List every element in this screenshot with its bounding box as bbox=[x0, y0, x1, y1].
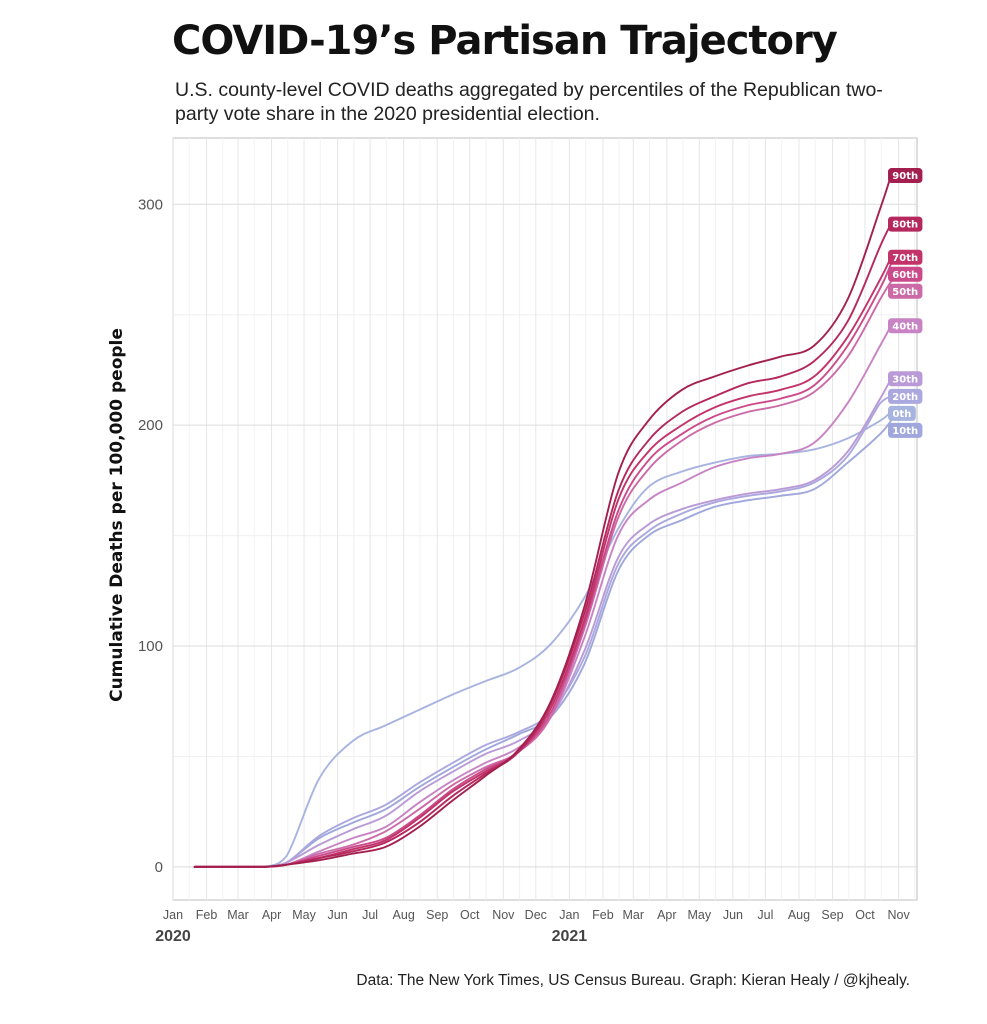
x-tick-label: Mar bbox=[622, 908, 644, 922]
x-tick-label: Nov bbox=[887, 908, 910, 922]
series-label-40th: 40th bbox=[888, 318, 923, 334]
x-year-label: 2021 bbox=[552, 928, 588, 945]
x-tick-label: May bbox=[688, 908, 712, 922]
series-label-box bbox=[888, 422, 923, 438]
series-label-text: 0th bbox=[892, 409, 911, 420]
series-label-box bbox=[888, 168, 923, 184]
series-label-50th: 50th bbox=[888, 283, 923, 299]
series-label-70th: 70th bbox=[888, 249, 923, 265]
series-lines bbox=[193, 174, 892, 868]
x-tick-label: Sep bbox=[821, 908, 843, 922]
x-tick-label: Sep bbox=[426, 908, 448, 922]
x-tick-label: May bbox=[292, 908, 316, 922]
series-label-30th: 30th bbox=[888, 371, 923, 387]
line-chart: 0 100 200 300 Jan Feb Mar Apr May Jun Jul Aug Sep Oc… bbox=[107, 137, 923, 945]
series-label-box bbox=[888, 216, 923, 232]
x-tick-label: Nov bbox=[492, 908, 515, 922]
x-tick-label: Apr bbox=[262, 908, 281, 922]
x-tick-label: Feb bbox=[196, 908, 218, 922]
series-label-box bbox=[888, 266, 923, 282]
x-tick-label: Feb bbox=[592, 908, 614, 922]
series-label-text: 70th bbox=[892, 253, 918, 264]
series-label-80th: 80th bbox=[888, 216, 923, 232]
chart-title: COVID-19’s Partisan Trajectory bbox=[172, 18, 838, 64]
plot-panel bbox=[172, 137, 918, 901]
y-tick-label: 100 bbox=[138, 638, 163, 655]
x-tick-label: Jan bbox=[559, 908, 579, 922]
x-year-label: 2020 bbox=[155, 928, 191, 945]
series-label-text: 80th bbox=[892, 220, 918, 231]
series-label-text: 10th bbox=[892, 426, 918, 437]
series-line-50th bbox=[193, 280, 892, 868]
x-tick-label: Jul bbox=[362, 908, 378, 922]
x-tick-label: Jul bbox=[757, 908, 773, 922]
series-labels: 90th 80th 70th 60th 50th 40th 30th 20th 0th 10th bbox=[888, 168, 923, 438]
series-label-box bbox=[888, 283, 923, 299]
series-line-90th bbox=[193, 174, 892, 868]
series-label-text: 40th bbox=[892, 321, 918, 332]
x-tick-label: Jun bbox=[723, 908, 743, 922]
major-gridlines bbox=[172, 138, 917, 900]
x-tick-label: Apr bbox=[657, 908, 676, 922]
series-label-60th: 60th bbox=[888, 266, 923, 282]
series-label-box bbox=[888, 405, 916, 421]
x-axis: Jan Feb Mar Apr May Jun Jul Aug Sep Oct Nov Dec Jan F… bbox=[155, 908, 910, 945]
series-label-text: 20th bbox=[892, 392, 918, 403]
series-line-80th bbox=[193, 223, 892, 868]
x-tick-label: Oct bbox=[855, 908, 875, 922]
minor-gridlines bbox=[173, 138, 917, 900]
y-tick-label: 200 bbox=[138, 417, 163, 434]
series-label-box bbox=[888, 371, 923, 387]
series-label-text: 30th bbox=[892, 374, 918, 385]
series-label-10th: 10th bbox=[888, 422, 923, 438]
y-tick-label: 300 bbox=[138, 196, 163, 213]
series-line-60th bbox=[193, 262, 892, 868]
series-label-0th: 0th bbox=[888, 405, 916, 421]
series-label-text: 90th bbox=[892, 171, 918, 182]
y-tick-label: 0 bbox=[155, 859, 163, 876]
chart-caption: Data: The New York Times, US Census Bure… bbox=[356, 972, 910, 989]
series-label-text: 60th bbox=[892, 270, 918, 281]
series-label-90th: 90th bbox=[888, 168, 923, 184]
x-tick-label: Jun bbox=[328, 908, 348, 922]
y-axis: 0 100 200 300 bbox=[138, 196, 163, 876]
x-tick-label: Aug bbox=[393, 908, 415, 922]
x-tick-label: Dec bbox=[525, 908, 547, 922]
series-label-20th: 20th bbox=[888, 388, 923, 404]
series-label-text: 50th bbox=[892, 287, 918, 298]
x-tick-label: Aug bbox=[788, 908, 810, 922]
series-label-box bbox=[888, 388, 923, 404]
x-tick-label: Mar bbox=[227, 908, 249, 922]
series-label-box bbox=[888, 318, 923, 334]
x-tick-label: Jan bbox=[163, 908, 183, 922]
chart-subtitle: U.S. county-level COVID deaths aggregate… bbox=[175, 79, 883, 125]
series-label-box bbox=[888, 249, 923, 265]
y-axis-title: Cumulative Deaths per 100,000 people bbox=[107, 328, 127, 702]
x-tick-label: Oct bbox=[460, 908, 480, 922]
